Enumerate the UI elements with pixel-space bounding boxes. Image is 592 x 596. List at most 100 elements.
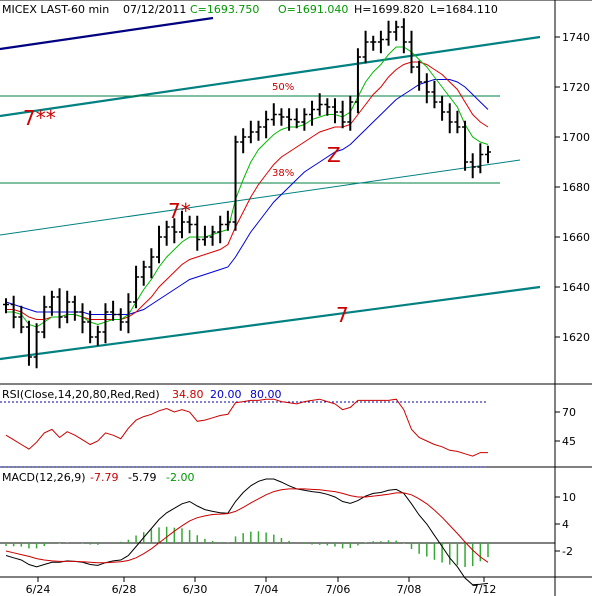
price-bar [117, 308, 124, 331]
price-bar [278, 108, 285, 126]
price-bar [163, 220, 170, 246]
price-bar [25, 320, 32, 366]
price-tick-label: 1660 [562, 231, 590, 244]
macd-tick-label: -2 [562, 545, 573, 558]
rsi-low-band: 20.00 [210, 388, 242, 401]
wave-label-7-star: 7* [168, 199, 191, 223]
price-tick-label: 1680 [562, 181, 590, 194]
macd-line [5, 478, 489, 586]
price-bar [232, 135, 239, 231]
price-bar [347, 95, 354, 131]
macd-title: MACD(12,26,9) [2, 471, 86, 484]
price-bar [255, 120, 262, 141]
time-tick-label: 6/30 [183, 583, 208, 596]
price-bar [431, 80, 438, 109]
price-bar [41, 295, 48, 339]
price-bar [178, 210, 185, 239]
price-bar [33, 323, 40, 369]
price-tick-label: 1740 [562, 31, 590, 44]
price-bar [110, 300, 117, 321]
price-bar [102, 303, 109, 344]
macd-panel: MACD(12,26,9) -7.79 -5.79 -2.00 10 4 -2 [0, 471, 576, 586]
price-bar [485, 145, 491, 164]
price-bar [293, 108, 300, 129]
price-bar [148, 248, 155, 279]
price-tick-label: 1620 [562, 331, 590, 344]
price-bar [18, 305, 25, 334]
rsi-high-band: 80.00 [250, 388, 282, 401]
price-bar [156, 225, 163, 264]
close-value: C=1693.750 [190, 3, 259, 16]
upper-channel-line [0, 35, 541, 118]
price-bar [408, 30, 415, 74]
price-bar [224, 210, 231, 231]
rsi-panel: RSI(Close,14,20,80,Red,Red) 34.80 20.00 … [0, 388, 576, 468]
high-value: H=1699.820 [354, 3, 424, 16]
chart-header: MICEX LAST-60 min 07/12/2011 C=1693.750 … [2, 3, 498, 16]
symbol-label: MICEX LAST-60 min [2, 3, 109, 16]
price-axis: 1740 1720 1700 1680 1660 1640 1620 [555, 31, 590, 344]
price-bar [171, 218, 178, 244]
trend-lines [0, 16, 541, 361]
time-tick-label: 7/06 [326, 583, 351, 596]
wave-label-z: Z [327, 143, 341, 167]
time-tick-label: 7/04 [254, 583, 279, 596]
price-bar [209, 225, 216, 246]
price-bar [3, 298, 9, 314]
price-tick-label: 1720 [562, 81, 590, 94]
price-tick-label: 1640 [562, 281, 590, 294]
price-bar [201, 225, 208, 246]
price-bar [454, 110, 461, 134]
fib-38-label: 38% [272, 168, 294, 179]
macd-signal-line [5, 488, 489, 564]
fib-50-label: 50% [272, 82, 294, 93]
price-bar [140, 260, 147, 286]
price-bar [423, 73, 430, 104]
macd-hist-value: -2.00 [166, 471, 194, 484]
date-label: 07/12/2011 [123, 3, 186, 16]
price-bar [71, 295, 78, 321]
ma-blue-line [5, 79, 489, 315]
macd-histogram [5, 526, 489, 567]
low-value: L=1684.110 [430, 3, 498, 16]
price-bar [400, 18, 407, 54]
price-bar [416, 60, 423, 91]
macd-tick-label: 4 [562, 518, 569, 531]
price-bar [94, 325, 101, 346]
price-bar [469, 153, 476, 179]
price-bar [56, 288, 63, 329]
price-bar [439, 95, 446, 121]
time-tick-label: 7/08 [397, 583, 422, 596]
time-axis: 6/24 6/28 6/30 7/04 7/06 7/08 7/12 [26, 577, 497, 596]
price-bar [186, 215, 193, 234]
price-bar [462, 120, 469, 171]
rsi-tick-label: 70 [562, 406, 576, 419]
price-bar [316, 93, 323, 116]
price-bar [247, 120, 254, 144]
price-bar [370, 35, 377, 51]
price-bar [339, 100, 346, 129]
price-bar [10, 295, 17, 329]
macd-tick-label: 10 [562, 491, 576, 504]
wave-annotations: 7** 7* 7 Z 50% 38% [23, 82, 349, 327]
lower-channel-line [0, 285, 541, 361]
price-bar [446, 103, 453, 134]
rsi-line [5, 398, 488, 457]
price-bar [48, 290, 55, 316]
time-tick-label: 7/12 [472, 583, 497, 596]
price-tick-label: 1700 [562, 131, 590, 144]
price-bar [385, 20, 392, 46]
rsi-axis: 70 45 [555, 406, 576, 448]
moving-averages [5, 46, 489, 328]
open-value: O=1691.040 [278, 3, 348, 16]
price-bars [3, 18, 491, 369]
rsi-value: 34.80 [172, 388, 204, 401]
navy-trend-line [0, 16, 214, 51]
price-bar [270, 103, 277, 126]
price-bar [309, 100, 316, 126]
price-bar [87, 310, 94, 344]
rsi-tick-label: 45 [562, 435, 576, 448]
price-bar [125, 293, 132, 334]
price-bar [331, 98, 338, 124]
price-bar [286, 108, 293, 131]
